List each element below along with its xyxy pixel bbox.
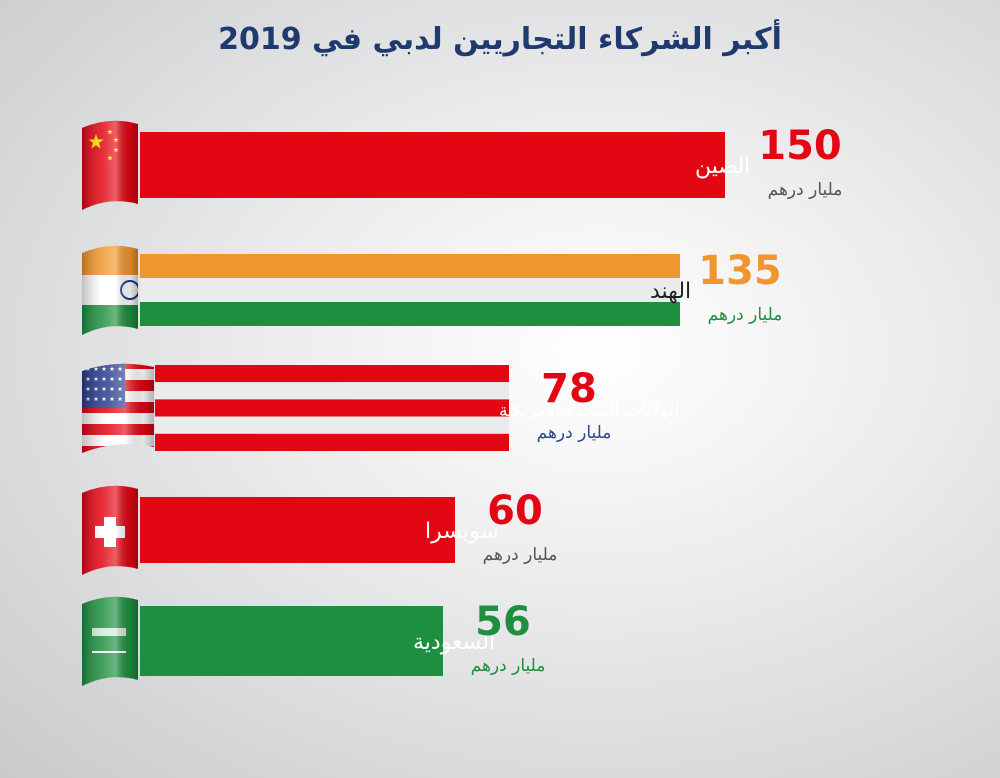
category-label: الصين xyxy=(695,154,750,179)
switzerland-flag-icon xyxy=(82,485,138,575)
category-label: السعودية xyxy=(413,630,495,655)
bar-stripe xyxy=(155,416,509,434)
saudi-flag-icon xyxy=(82,596,138,686)
bar xyxy=(140,497,455,563)
bar xyxy=(140,606,443,676)
category-label: الولايات المتحدة الأمريكية xyxy=(499,400,679,421)
bar-stripe xyxy=(155,399,509,417)
unit-label: مليار درهم xyxy=(768,180,843,200)
value-label: 56 xyxy=(475,599,531,645)
bar-stripe xyxy=(140,254,680,278)
bar-row: الصين 150 مليار درهم xyxy=(82,120,843,210)
unit-label: مليار درهم xyxy=(471,656,546,676)
bar-stripe xyxy=(140,302,680,326)
bar-stripe xyxy=(155,433,509,451)
usa-flag-icon xyxy=(82,363,154,453)
chart-title: أكبر الشركاء التجاريين لدبي في 2019 xyxy=(218,22,782,57)
bar xyxy=(140,132,725,198)
bar-stripe xyxy=(155,365,509,383)
category-label: الهند xyxy=(650,279,691,304)
unit-label: مليار درهم xyxy=(537,423,612,443)
india-flag-icon xyxy=(82,245,138,335)
unit-label: مليار درهم xyxy=(483,545,558,565)
bar-stripe xyxy=(155,382,509,400)
value-label: 150 xyxy=(758,123,842,169)
value-label: 135 xyxy=(698,248,782,294)
unit-label: مليار درهم xyxy=(708,305,783,325)
category-label: سويسرا xyxy=(425,519,499,544)
bar-row: الهند 135 مليار درهم xyxy=(82,245,783,335)
value-label: 78 xyxy=(541,366,597,412)
value-label: 60 xyxy=(487,488,543,534)
china-flag-icon xyxy=(82,120,138,210)
bar-stripe xyxy=(140,278,680,302)
